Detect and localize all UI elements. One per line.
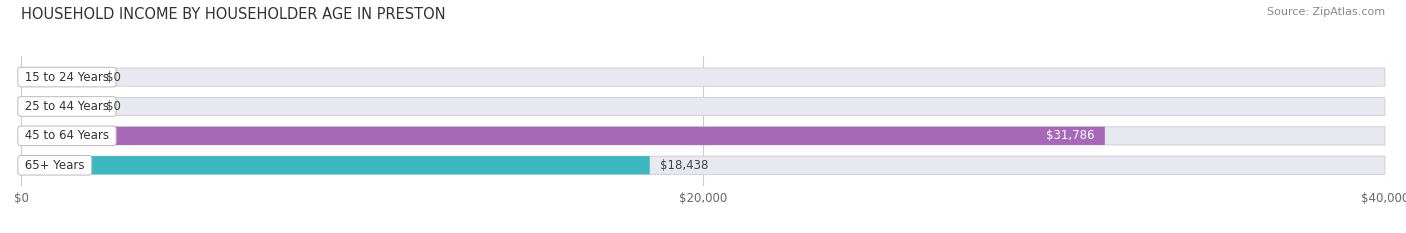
FancyBboxPatch shape bbox=[21, 156, 650, 174]
Text: 15 to 24 Years: 15 to 24 Years bbox=[21, 71, 112, 84]
Text: $0: $0 bbox=[107, 71, 121, 84]
Text: HOUSEHOLD INCOME BY HOUSEHOLDER AGE IN PRESTON: HOUSEHOLD INCOME BY HOUSEHOLDER AGE IN P… bbox=[21, 7, 446, 22]
FancyBboxPatch shape bbox=[21, 156, 1385, 174]
FancyBboxPatch shape bbox=[21, 97, 90, 116]
FancyBboxPatch shape bbox=[21, 68, 90, 86]
Text: $18,438: $18,438 bbox=[659, 159, 709, 172]
FancyBboxPatch shape bbox=[21, 97, 1385, 116]
Text: Source: ZipAtlas.com: Source: ZipAtlas.com bbox=[1267, 7, 1385, 17]
Text: 45 to 64 Years: 45 to 64 Years bbox=[21, 129, 112, 142]
Text: $31,786: $31,786 bbox=[1046, 129, 1095, 142]
Text: $0: $0 bbox=[107, 100, 121, 113]
FancyBboxPatch shape bbox=[21, 68, 1385, 86]
Text: 25 to 44 Years: 25 to 44 Years bbox=[21, 100, 112, 113]
Text: 65+ Years: 65+ Years bbox=[21, 159, 89, 172]
FancyBboxPatch shape bbox=[21, 127, 1385, 145]
FancyBboxPatch shape bbox=[21, 127, 1105, 145]
